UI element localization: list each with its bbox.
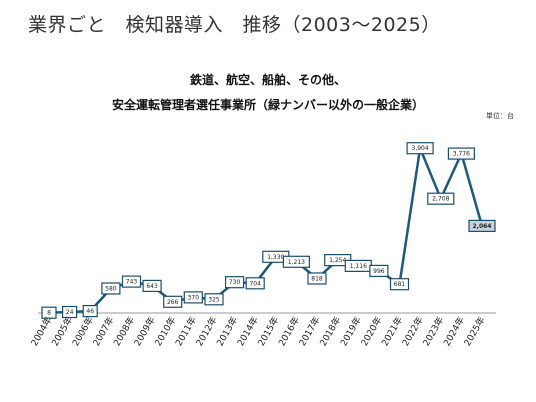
data-label-text: 2,708 [432,196,449,203]
data-label-text: 996 [373,268,385,275]
data-label-box [101,282,121,295]
data-label-text: 46 [86,308,94,315]
data-label-text: 1,213 [288,259,305,266]
data-label-text: 681 [394,281,406,288]
data-label-text: 3,776 [453,151,470,158]
series-line [48,146,484,314]
data-label-box [225,276,245,289]
data-label-text: 580 [105,286,117,293]
chart-subtitle-line-2: 安全運転管理者選任事業所（緑ナンバー以外の一般企業） [111,98,424,112]
data-label-box [369,264,389,277]
data-label-2016年: 1,213 [282,255,310,268]
data-label-box [468,219,496,232]
data-label-2006年: 46 [82,305,98,318]
data-label-2011年: 370 [183,291,203,304]
data-label-text: 266 [167,299,179,306]
data-label-box [163,295,183,308]
data-label-2021年: 681 [389,278,410,291]
data-label-box [447,147,475,160]
data-label-2008年: 743 [121,275,142,288]
data-label-2007年: 580 [101,282,121,295]
data-label-text: 1,254 [329,257,346,264]
data-label-2017年: 818 [307,272,327,285]
data-label-text: 325 [208,296,220,303]
data-label-text: 2,064 [473,223,492,230]
data-label-box [389,278,410,291]
chart-subtitle-line-1: 鉄道、航空、船舶、その他、 [189,73,346,87]
data-label-box [61,305,78,319]
x-tick-labels: 2004年2005年2006年2007年2008年2009年2010年2011年… [28,315,487,349]
unit-label: 単位：台 [486,112,514,120]
data-label-2020年: 996 [369,264,389,277]
data-label-box [204,293,224,306]
data-label-2023年: 2,708 [427,192,455,205]
data-label-box [142,279,162,292]
data-label-text: 8 [47,310,51,317]
page-title: 業界ごと 検知器導入 推移（2003～2025） [28,14,441,36]
data-label-2013年: 730 [225,276,245,289]
data-label-box [282,255,310,268]
data-label-box [406,142,434,155]
data-label-box [245,277,265,290]
data-label-text: 743 [126,279,138,286]
data-label-text: 818 [311,276,323,283]
data-label-text: 643 [146,283,158,290]
data-label-2025年: 2,064 [468,219,496,232]
data-labels: 8 24 46 580 743 643 266 370 325 730 704 1,330 1,213 8… [41,142,496,319]
data-label-box [307,272,327,285]
data-label-2012年: 325 [204,293,224,306]
data-label-text: 1,330 [267,254,284,261]
data-label-box [427,192,455,205]
data-label-text: 730 [229,279,241,286]
data-label-2009年: 643 [142,279,162,292]
data-label-2005年: 24 [61,305,78,319]
data-label-box [82,305,98,318]
data-label-2014年: 704 [245,277,265,290]
data-label-2024年: 3,776 [447,147,475,160]
data-label-text: 370 [188,294,200,301]
data-label-text: 1,116 [350,263,367,270]
data-label-text: 3,904 [412,145,429,152]
data-label-2004年: 8 [41,306,57,319]
data-label-text: 704 [249,280,261,287]
data-label-2022年: 3,904 [406,142,434,155]
data-label-box [121,275,142,288]
data-label-box [41,306,57,319]
data-label-text: 24 [66,309,74,316]
data-label-2019年: 1,116 [344,259,372,272]
data-label-2010年: 266 [163,295,183,308]
data-label-box [183,291,203,304]
